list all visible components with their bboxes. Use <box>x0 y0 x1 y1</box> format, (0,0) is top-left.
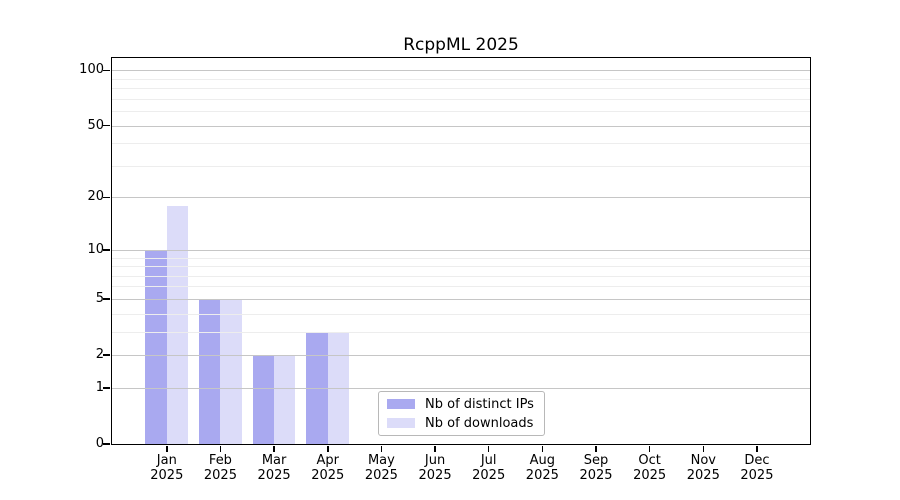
y-tick-label: 10 <box>87 241 104 257</box>
x-axis-tick <box>702 445 705 452</box>
x-axis-tick <box>273 445 275 452</box>
x-axis-tick <box>595 445 597 452</box>
bar-nb-of-distinct-ips-mar <box>252 355 275 444</box>
x-axis-tick <box>380 445 383 452</box>
gridline-minor <box>112 286 810 288</box>
legend-item-downloads: Nb of downloads <box>387 416 536 431</box>
legend-swatch-distinct-ips <box>387 399 415 409</box>
x-tick-label-apr: Apr 2025 <box>311 453 345 483</box>
bar-nb-of-downloads-jan <box>166 205 189 444</box>
x-tick-label-nov: Nov 2025 <box>686 453 720 483</box>
x-tick-label-sep: Sep 2025 <box>579 453 613 483</box>
chart-title: RcppML 2025 <box>403 35 519 55</box>
x-axis-tick <box>756 445 758 452</box>
bar-nb-of-distinct-ips-apr <box>306 331 328 444</box>
gridline-major <box>112 70 810 72</box>
bar-nb-of-distinct-ips-feb <box>199 298 221 444</box>
gridline-minor <box>112 98 810 100</box>
y-axis-tick <box>103 443 110 445</box>
y-axis-tick <box>103 298 110 300</box>
x-axis-tick <box>487 445 490 452</box>
x-tick-label-aug: Aug 2025 <box>525 453 559 483</box>
y-axis-tick <box>103 69 110 71</box>
gridline-major <box>112 197 810 199</box>
y-tick-label: 20 <box>87 189 104 205</box>
x-axis-tick <box>541 445 544 452</box>
gridline-minor <box>112 266 810 268</box>
legend-label-distinct-ips: Nb of distinct IPs <box>425 396 534 412</box>
x-tick-label-may: May 2025 <box>364 453 398 483</box>
legend-label-downloads: Nb of downloads <box>425 415 534 431</box>
gridline-minor <box>112 88 810 90</box>
bar-nb-of-distinct-ips-jan <box>145 249 167 444</box>
x-tick-label-jan: Jan 2025 <box>150 453 184 483</box>
gridline-minor <box>112 257 810 259</box>
legend: Nb of distinct IPs Nb of downloads <box>378 391 545 436</box>
y-axis-tick <box>103 124 110 127</box>
gridline-major <box>112 387 810 389</box>
x-axis-tick <box>166 445 168 452</box>
gridline-major <box>112 355 810 356</box>
x-axis-tick <box>327 445 329 452</box>
gridline-minor <box>112 78 810 80</box>
plot-area <box>112 58 810 444</box>
gridline-minor <box>112 331 810 333</box>
y-tick-label: 2 <box>95 347 104 363</box>
y-axis-tick <box>103 354 110 356</box>
gridline-minor <box>112 275 810 277</box>
x-tick-label-dec: Dec 2025 <box>740 453 774 483</box>
x-tick-label-oct: Oct 2025 <box>633 453 667 483</box>
gridline-minor <box>112 143 810 145</box>
y-tick-label: 5 <box>95 290 104 306</box>
y-tick-label: 100 <box>79 62 104 78</box>
y-axis-tick <box>103 249 110 251</box>
x-tick-label-feb: Feb 2025 <box>203 453 237 483</box>
legend-item-distinct-ips: Nb of distinct IPs <box>387 397 536 412</box>
y-tick-label: 0 <box>95 436 104 451</box>
y-tick-label: 50 <box>87 117 104 133</box>
gridline-major <box>112 249 810 251</box>
y-axis-tick <box>103 387 110 389</box>
legend-swatch-downloads <box>387 418 415 428</box>
bar-nb-of-downloads-mar <box>274 355 296 444</box>
bar-nb-of-downloads-feb <box>220 298 242 444</box>
gridline-major <box>112 298 810 300</box>
gridline-minor <box>112 313 810 315</box>
gridline-minor <box>112 165 810 167</box>
gridline-minor <box>112 111 810 113</box>
y-axis-tick <box>103 196 110 199</box>
x-tick-label-mar: Mar 2025 <box>257 453 291 483</box>
gridline-major <box>112 125 810 127</box>
x-axis-tick <box>648 445 651 452</box>
y-tick-label: 1 <box>95 379 104 395</box>
bar-nb-of-downloads-apr <box>327 331 350 444</box>
x-tick-label-jun: Jun 2025 <box>418 453 452 483</box>
x-tick-label-jul: Jul 2025 <box>472 453 506 483</box>
x-axis-tick <box>434 445 436 452</box>
x-axis-tick <box>219 445 222 452</box>
